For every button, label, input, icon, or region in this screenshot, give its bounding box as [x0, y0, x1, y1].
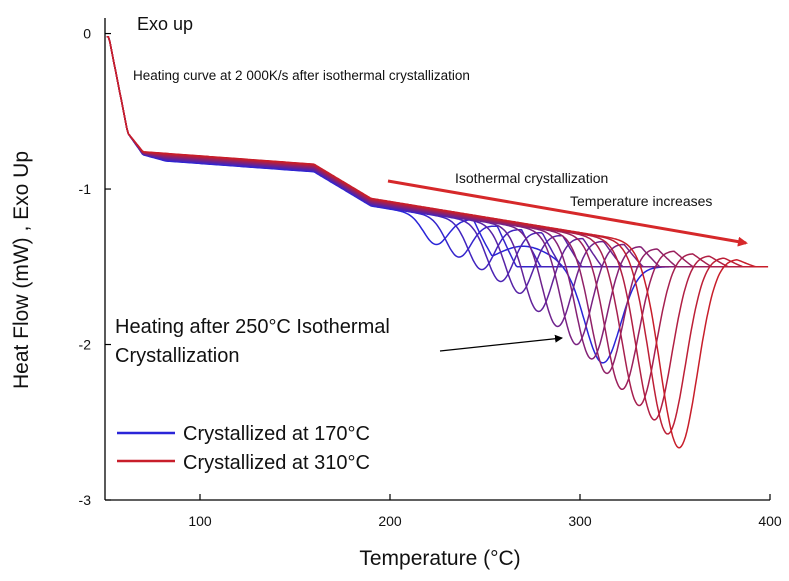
x-tick-label: 400: [758, 513, 782, 529]
exo-up-label: Exo up: [137, 14, 193, 34]
y-axis-label: Heat Flow (mW) , Exo Up: [10, 151, 33, 389]
temperature-increases-label: Temperature increases: [570, 193, 712, 209]
heating250-arrow: [439, 334, 563, 352]
heat-flow-curve-300: [106, 35, 766, 435]
isothermal-label: Isothermal crystallization: [455, 170, 608, 186]
heating-note: Heating curve at 2 000K/s after isotherm…: [133, 68, 470, 83]
y-tick-label: -3: [79, 492, 92, 508]
legend-label-310: Crystallized at 310°C: [183, 452, 370, 474]
y-tick-label: -2: [79, 337, 92, 353]
heat-flow-curve-310: [106, 35, 769, 449]
isothermal-arrow: [387, 179, 748, 247]
heating250-label-line2: Crystallization: [115, 345, 239, 367]
legend: Crystallized at 170°C Crystallized at 31…: [117, 423, 370, 474]
heating250-label-line1: Heating after 250°C Isothermal: [115, 316, 390, 338]
legend-label-170: Crystallized at 170°C: [183, 423, 370, 445]
x-tick-label: 200: [378, 513, 402, 529]
x-axis-label: Temperature (°C): [359, 547, 520, 570]
y-tick-label: -1: [79, 181, 92, 197]
x-tick-label: 100: [188, 513, 212, 529]
y-tick-label: 0: [83, 26, 91, 42]
x-tick-label: 300: [568, 513, 592, 529]
